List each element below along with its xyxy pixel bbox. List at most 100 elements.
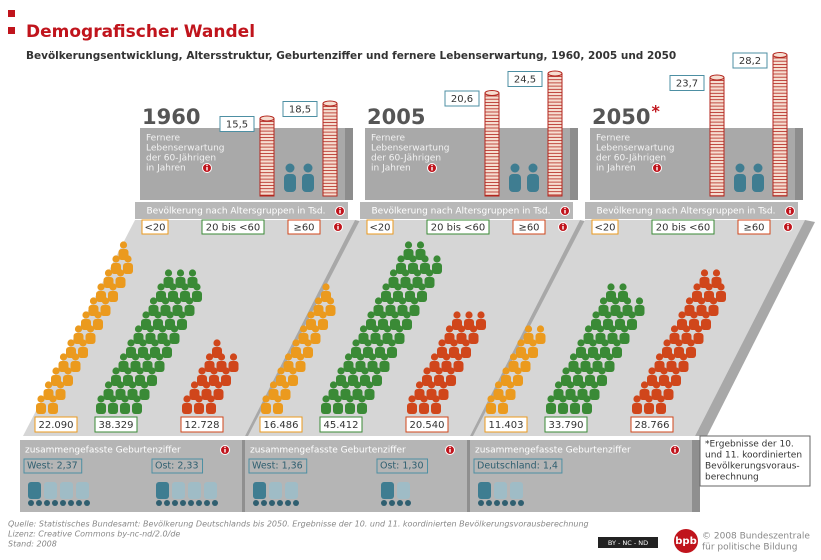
figure-body bbox=[108, 403, 118, 414]
info-icon bbox=[784, 223, 793, 232]
fertility-region: Deutschland: bbox=[477, 461, 540, 472]
figure-body bbox=[664, 389, 674, 400]
fertility-value: 1,30 bbox=[402, 461, 423, 472]
life-label: Fernere bbox=[596, 134, 631, 144]
stroller-wheel bbox=[60, 500, 66, 506]
figure-body bbox=[269, 389, 279, 400]
figure-body bbox=[135, 375, 145, 386]
stroller-wheel bbox=[293, 500, 299, 506]
coin-stack bbox=[260, 116, 274, 196]
figure-body bbox=[205, 361, 215, 372]
source-line: Lizenz: Creative Commons by-nc-nd/2.0/de bbox=[8, 530, 180, 539]
logo-text: für politische Bildung bbox=[702, 543, 797, 553]
figure-body bbox=[439, 389, 449, 400]
figure-body bbox=[217, 361, 227, 372]
figure-body bbox=[371, 333, 381, 344]
life-box-side bbox=[795, 128, 803, 200]
stroller-wheel bbox=[180, 500, 186, 506]
figure-body bbox=[528, 347, 538, 358]
figure-body bbox=[389, 277, 399, 288]
figure-body bbox=[416, 249, 426, 260]
figure-body bbox=[119, 249, 129, 260]
info-icon bbox=[561, 207, 570, 216]
life-label: der 60-Jährigen bbox=[146, 154, 216, 164]
figure-body bbox=[276, 375, 286, 386]
figure-body bbox=[590, 389, 600, 400]
stroller-wheel bbox=[494, 500, 500, 506]
info-icon bbox=[221, 446, 230, 455]
figure-body bbox=[306, 319, 316, 330]
figure-body bbox=[501, 375, 511, 386]
figure-body bbox=[569, 361, 579, 372]
figure-head bbox=[537, 325, 544, 332]
population-value: 20.540 bbox=[410, 420, 445, 431]
figure-body bbox=[116, 389, 126, 400]
figure-body bbox=[180, 291, 190, 302]
population-value: 12.728 bbox=[185, 420, 220, 431]
person-head bbox=[286, 164, 295, 173]
figure-body bbox=[374, 305, 384, 316]
coin-top bbox=[485, 91, 499, 96]
figure-body bbox=[611, 305, 621, 316]
figure-body bbox=[126, 347, 136, 358]
figure-body bbox=[111, 375, 121, 386]
info-dot bbox=[431, 165, 433, 167]
figure-body bbox=[585, 375, 595, 386]
figure-body bbox=[606, 291, 616, 302]
figure-body bbox=[36, 403, 46, 414]
info-icon bbox=[336, 207, 345, 216]
stroller-wheel bbox=[172, 500, 178, 506]
figure-body bbox=[452, 319, 462, 330]
life-label: Lebenserwartung bbox=[146, 144, 225, 154]
population-value: 22.090 bbox=[39, 420, 74, 431]
figure-body bbox=[442, 361, 452, 372]
coin-top bbox=[323, 101, 337, 106]
figure-body bbox=[360, 375, 370, 386]
figure-body bbox=[396, 263, 406, 274]
fertility-label: zusammengefasste Geburtenziffer bbox=[250, 446, 406, 456]
group-label: <20 bbox=[369, 223, 390, 234]
life-value: 15,5 bbox=[226, 120, 248, 131]
figure-body bbox=[420, 263, 430, 274]
figure-body bbox=[401, 277, 411, 288]
figure-body bbox=[615, 319, 625, 330]
figure-body bbox=[701, 319, 711, 330]
stroller-body bbox=[397, 482, 410, 499]
figure-body bbox=[581, 361, 591, 372]
stroller-body bbox=[44, 482, 57, 499]
figure-body bbox=[229, 361, 239, 372]
figure-body bbox=[182, 403, 192, 414]
info-dot bbox=[789, 208, 791, 210]
figure-head bbox=[465, 311, 472, 318]
figure-body bbox=[89, 305, 99, 316]
fertility-region: West: bbox=[27, 461, 54, 472]
figure-body bbox=[632, 403, 642, 414]
figure-body bbox=[143, 361, 153, 372]
figure-body bbox=[387, 347, 397, 358]
figure-body bbox=[197, 375, 207, 386]
figure-body bbox=[390, 319, 400, 330]
figure-head bbox=[433, 255, 440, 262]
figure-head bbox=[607, 283, 614, 290]
figure-body bbox=[386, 305, 396, 316]
figure-head bbox=[177, 269, 184, 276]
stroller-body bbox=[188, 482, 201, 499]
figure-body bbox=[311, 333, 321, 344]
stroller-wheel bbox=[397, 500, 403, 506]
figure-body bbox=[410, 305, 420, 316]
figure-body bbox=[709, 305, 719, 316]
figure-body bbox=[446, 375, 456, 386]
person-body bbox=[302, 174, 314, 192]
stroller-body bbox=[76, 482, 89, 499]
population-value: 28.766 bbox=[635, 420, 670, 431]
fertility-box-side bbox=[692, 440, 700, 512]
figure-body bbox=[671, 375, 681, 386]
life-value: 23,7 bbox=[676, 79, 698, 90]
info-dot bbox=[562, 224, 564, 226]
person-head bbox=[529, 164, 538, 173]
person-head bbox=[511, 164, 520, 173]
figure-body bbox=[685, 305, 695, 316]
stroller-wheel bbox=[518, 500, 524, 506]
figure-body bbox=[605, 361, 615, 372]
figure-body bbox=[461, 347, 471, 358]
